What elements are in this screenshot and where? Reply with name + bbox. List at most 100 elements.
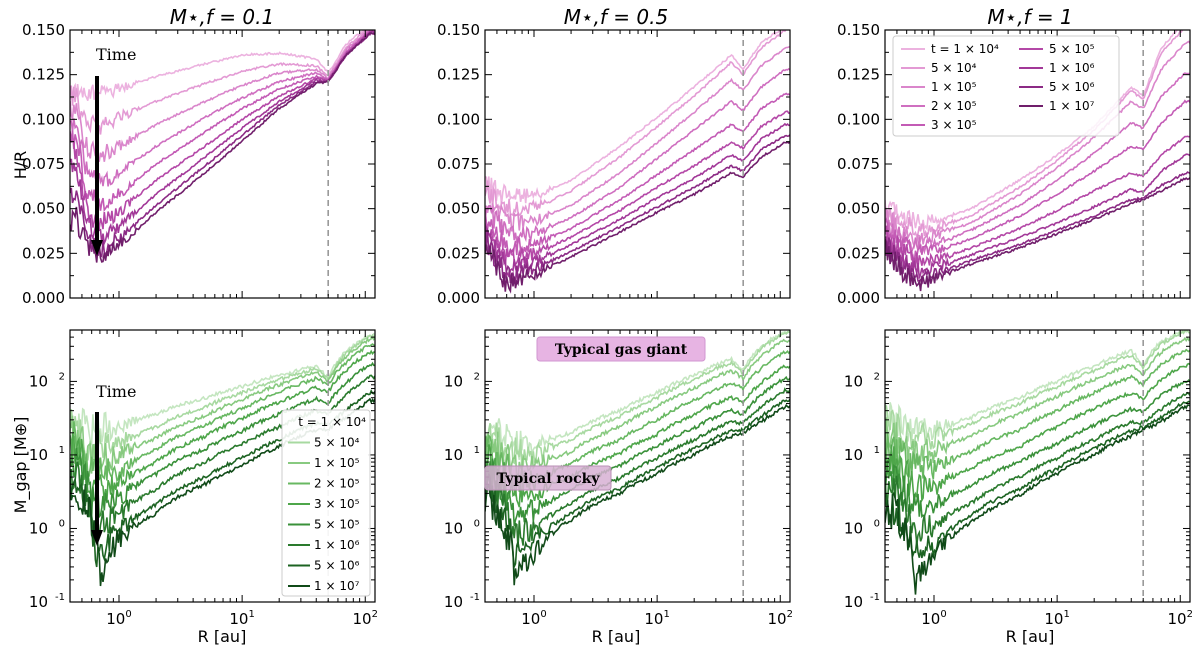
y-tick-exponent: 0 [59,518,65,529]
series-lines [485,330,790,586]
y-tick-label: 10 [29,372,48,390]
y-tick-label: 10 [444,446,463,464]
series-line [885,404,1190,595]
y-tick-label: 0.000 [837,289,880,307]
series-line [485,122,790,278]
series-line [885,330,1190,452]
y-tick-exponent: -1 [55,592,65,603]
y-tick-label: 0.025 [22,244,65,262]
y-tick-exponent: 1 [59,445,65,456]
series-line [485,364,790,508]
series-line [70,30,375,187]
legend-label: 3 × 10⁵ [314,497,360,511]
legend-box [281,409,371,597]
y-tick-exponent: 0 [474,518,480,529]
time-arrow-top [91,76,103,256]
y-tick-label: 10 [29,593,48,611]
annotation-rocky-text: Typical rocky [497,471,601,487]
series-line [885,30,1180,232]
y-axis-label-top: H/R [11,151,30,180]
series-line [485,92,790,258]
y-tick-exponent: 2 [474,371,480,382]
y-tick-label: 0.100 [437,110,480,128]
series-line [485,330,790,460]
legend-label: t = 1 × 10⁴ [298,415,366,429]
series-line [485,403,790,586]
y-tick-exponent: -1 [470,592,480,603]
legend-label: 1 × 10⁷ [314,579,360,593]
y-tick-exponent: 1 [874,445,880,456]
series-line [885,171,1190,285]
legend-label: 1 × 10⁵ [314,456,360,470]
series-line [70,361,375,519]
time-label-bottom: Time [96,382,136,401]
x-tick-label: 102 [1168,609,1193,628]
legend-label: 3 × 10⁵ [931,118,977,132]
legend-label: 2 × 10⁵ [931,99,977,113]
series-line [485,387,790,548]
y-tick-label: 0.075 [437,155,480,173]
legend: t = 1 × 10⁴ 5 × 10⁴ 1 × 10⁵ 2 × 10⁵ 3 × 10⁵ 5… [281,409,371,597]
column-title-3: M⋆,f = 1 [987,5,1072,29]
y-tick-label: 10 [444,519,463,537]
column-title-2: M⋆,f = 0.5 [564,5,668,29]
y-tick-label: 0.000 [437,289,480,307]
column-title-1: M⋆,f = 0.1 [170,5,274,29]
series-line [885,362,1190,504]
y-tick-exponent: -1 [870,592,880,603]
series-line [485,398,790,570]
series-line [485,30,790,217]
series-line [70,30,368,135]
series-lines [485,30,790,294]
series-lines [885,30,1190,292]
legend-label: 2 × 10⁵ [314,477,360,491]
series-line [485,46,790,232]
series-line [70,30,375,247]
legend: t = 1 × 10⁴ 5 × 10⁴ 1 × 10⁵ 2 × 10⁵ 3 × 10⁵ 5… [892,35,1120,137]
series-line [485,67,790,244]
x-axis-label-1: R [au] [198,627,247,646]
y-tick-label: 0.075 [22,155,65,173]
series-line [885,176,1190,292]
y-tick-exponent: 0 [874,518,880,529]
legend-label: 1 × 10⁵ [931,80,977,94]
y-tick-label: 0.000 [22,289,65,307]
y-tick-label: 10 [29,519,48,537]
y-tick-label: 0.125 [437,66,480,84]
y-tick-label: 0.050 [837,200,880,218]
y-tick-label: 0.025 [837,244,880,262]
series-line [70,336,375,474]
time-arrow-bottom [91,412,103,546]
series-lines [70,30,375,263]
y-tick-label: 10 [844,593,863,611]
annotation-gas-giant-text: Typical gas giant [555,342,688,358]
y-tick-label: 0.050 [22,200,65,218]
panel-top-right: 0.000 0.025 0.050 0.075 0.100 0.125 0.150 t = 1… [837,21,1191,307]
y-axis-label-bottom: M_gap [M⊕] [11,417,31,514]
y-tick-label: 0.150 [437,21,480,39]
series-line [70,32,375,263]
series-line [885,40,1190,250]
series-line [885,378,1190,519]
axes-frame [484,29,791,299]
x-axis-label-2: R [au] [592,627,641,646]
x-tick-label: 101 [229,609,254,628]
series-line [885,30,1184,240]
annotation-gas-giant: Typical gas giant [536,336,706,362]
y-tick-label: 0.125 [22,66,65,84]
y-tick-exponent: 2 [874,371,880,382]
legend-label: 1 × 10⁶ [314,538,360,552]
y-tick-label: 0.100 [22,110,65,128]
y-tick-label: 10 [844,372,863,390]
x-tick-label: 102 [768,609,793,628]
series-line [885,99,1190,263]
series-line [885,72,1190,255]
y-tick-label: 10 [444,593,463,611]
legend-label: 5 × 10⁴ [314,436,360,450]
series-line [485,338,790,484]
series-lines [885,330,1190,595]
legend-label: 5 × 10⁶ [314,559,360,573]
